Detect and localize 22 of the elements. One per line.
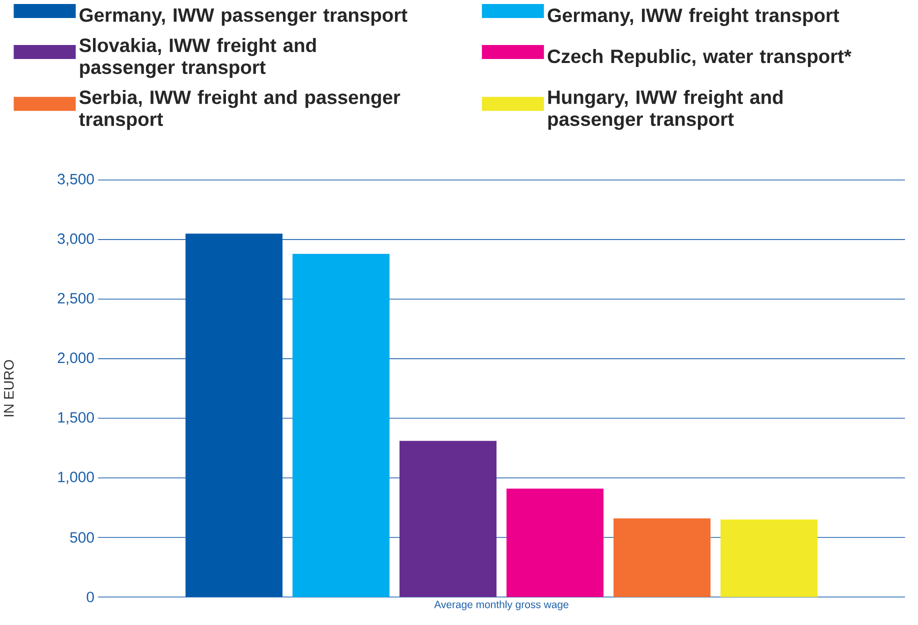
- bar: [292, 254, 390, 597]
- y-tick-label: 2,000: [58, 352, 94, 365]
- bar: [506, 488, 604, 597]
- y-tick-label: 1,500: [58, 412, 94, 424]
- legend-label: Serbia, IWW freight and passenger transport: [79, 90, 400, 130]
- legend-label: Germany, IWW passenger transport: [80, 8, 408, 26]
- y-tick-label: 2,500: [58, 292, 94, 306]
- y-axis-title: IN EURO: [4, 360, 14, 416]
- bar: [614, 518, 711, 597]
- y-tick-label: 3,500: [58, 174, 94, 186]
- y-tick-label: 0: [86, 592, 94, 602]
- legend-label: Czech Republic, water transport*: [548, 49, 852, 67]
- y-tick-label: 3,000: [58, 233, 94, 246]
- y-tick-label: 500: [70, 532, 94, 543]
- y-tick-label: 1,000: [58, 472, 94, 484]
- bar: [720, 520, 818, 597]
- legend-label: Germany, IWW freight transport: [548, 8, 840, 26]
- x-tick-label: Average monthly gross wage: [434, 600, 568, 610]
- bar: [186, 234, 283, 597]
- legend-label: Hungary, IWW freight and passenger transport: [548, 90, 783, 130]
- bar: [400, 440, 497, 597]
- legend-label: Slovakia, IWW freight and passenger transport: [79, 38, 316, 78]
